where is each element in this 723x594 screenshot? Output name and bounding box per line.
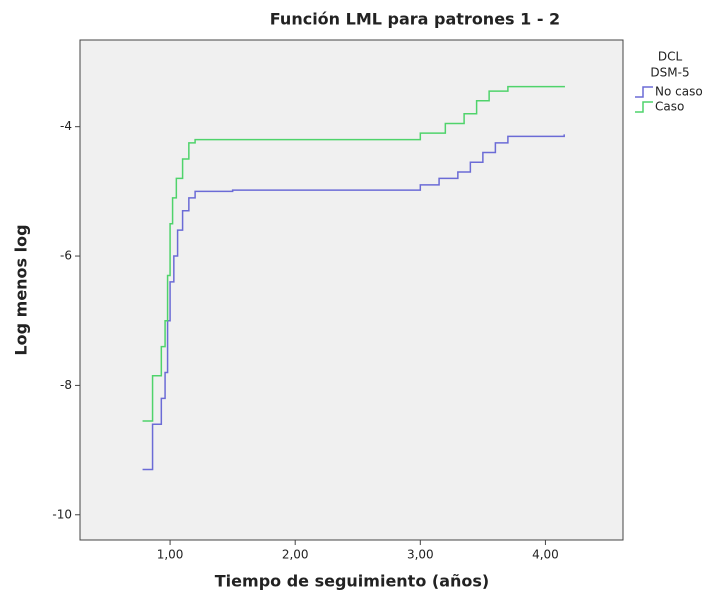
y-tick-label: -4 xyxy=(60,119,72,133)
plot-area xyxy=(79,39,624,541)
legend-title: DSM-5 xyxy=(650,66,689,80)
legend-label: Caso xyxy=(655,100,684,114)
step-line xyxy=(142,85,565,422)
x-tick-label: 1,00 xyxy=(157,548,184,562)
legend-swatch xyxy=(635,101,653,113)
step-line xyxy=(142,134,565,471)
x-tick-label: 4,00 xyxy=(532,548,559,562)
y-tick-label: -6 xyxy=(60,249,72,263)
x-tick-label: 3,00 xyxy=(407,548,434,562)
chart-title: Función LML para patrones 1 - 2 xyxy=(270,10,560,29)
y-tick-label: -10 xyxy=(52,507,72,521)
x-axis-label: Tiempo de seguimiento (años) xyxy=(215,572,489,591)
y-axis-label: Log menos log xyxy=(12,224,31,355)
x-tick-label: 2,00 xyxy=(282,548,309,562)
legend-swatch xyxy=(635,86,653,98)
legend-label: No caso xyxy=(655,85,703,99)
y-tick-label: -8 xyxy=(60,378,72,392)
legend-title: DCL xyxy=(658,50,683,64)
